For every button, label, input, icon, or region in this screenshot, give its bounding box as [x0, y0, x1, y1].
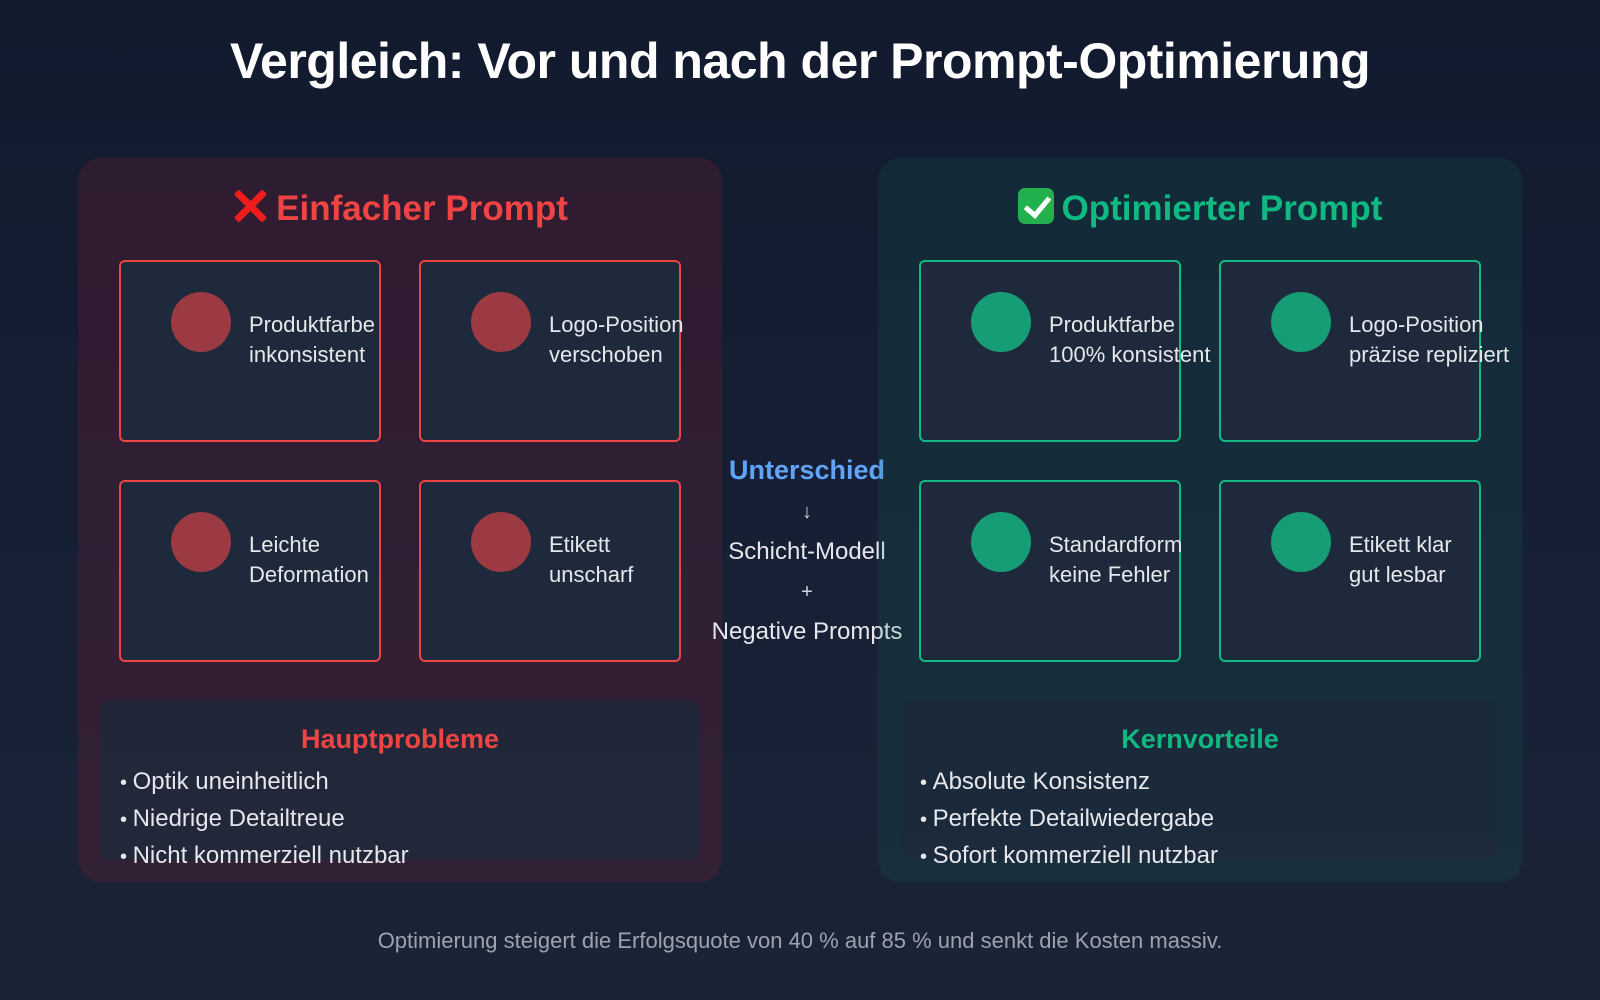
issue-card: Leichte Deformation: [119, 480, 381, 662]
footer-note: Optimierung steigert die Erfolgsquote vo…: [377, 928, 1223, 953]
optimized-prompt-title: Optimierter Prompt: [1061, 189, 1383, 228]
benefits-summary: Kernvorteile Absolute Konsistenz Perfekt…: [900, 700, 1500, 869]
card-detail: keine Fehler: [1049, 562, 1171, 587]
difference-connector: Unterschied ↓ Schicht-Modell + Negative …: [700, 448, 914, 652]
summary-title: Hauptprobleme: [300, 724, 500, 754]
difference-line-2: Negative Prompts: [711, 618, 903, 645]
simple-prompt-title: Einfacher Prompt: [276, 189, 568, 228]
status-dot: [171, 512, 231, 572]
card-label: Logo-Position: [549, 312, 684, 337]
status-dot: [1271, 292, 1331, 352]
page-title: Vergleich: Vor und nach der Prompt-Optim…: [229, 33, 1371, 89]
card-detail: unscharf: [549, 562, 634, 587]
card-label: Produktfarbe: [249, 312, 375, 337]
summary-title: Kernvorteile: [1121, 724, 1279, 754]
card-label: Logo-Position: [1349, 312, 1484, 337]
simple-prompt-heading: Einfacher Prompt: [78, 188, 722, 229]
status-dot: [171, 292, 231, 352]
issue-card: Etikett unscharf: [419, 480, 681, 662]
cross-mark-icon: [232, 188, 268, 224]
status-dot: [471, 292, 531, 352]
status-dot: [971, 512, 1031, 572]
optimized-prompt-heading: Optimierter Prompt: [878, 188, 1522, 229]
optimized-prompt-panel: Optimierter Prompt Produktfarbe 100% kons…: [878, 158, 1522, 882]
status-dot: [971, 292, 1031, 352]
benefit-card: Etikett klar gut lesbar: [1219, 480, 1481, 662]
summary-list: Optik uneinheitlich Niedrige Detailtreue…: [120, 764, 409, 875]
card-detail: Deformation: [249, 562, 369, 587]
list-item: Perfekte Detailwiedergabe: [920, 801, 1218, 838]
benefit-card: Logo-Position präzise repliziert: [1219, 260, 1509, 442]
list-item: Nicht kommerziell nutzbar: [120, 838, 409, 875]
card-label: Produktfarbe: [1049, 312, 1175, 337]
card-detail: verschoben: [549, 342, 663, 367]
benefit-card: Standardform keine Fehler: [919, 480, 1182, 662]
list-item: Niedrige Detailtreue: [120, 801, 409, 838]
simple-prompt-panel: Einfacher Prompt Produktfarbe inkonsisten…: [78, 158, 722, 882]
summary-list: Absolute Konsistenz Perfekte Detailwiede…: [920, 764, 1218, 875]
card-label: Leichte: [249, 532, 320, 557]
difference-heading: Unterschied: [728, 455, 886, 485]
card-label: Standardform: [1049, 532, 1183, 557]
status-dot: [471, 512, 531, 572]
issue-card: Logo-Position verschoben: [419, 260, 684, 442]
card-detail: inkonsistent: [249, 342, 366, 367]
issue-card: Produktfarbe inkonsistent: [119, 260, 381, 442]
benefit-card: Produktfarbe 100% konsistent: [919, 260, 1210, 442]
list-item: Sofort kommerziell nutzbar: [920, 838, 1218, 875]
card-label: Etikett klar: [1349, 532, 1452, 557]
difference-line-1: Schicht-Modell: [728, 538, 886, 565]
status-dot: [1271, 512, 1331, 572]
card-label: Etikett: [549, 532, 611, 557]
list-item: Optik uneinheitlich: [120, 764, 409, 801]
card-detail: gut lesbar: [1349, 562, 1446, 587]
list-item: Absolute Konsistenz: [920, 764, 1218, 801]
card-detail: 100% konsistent: [1049, 342, 1211, 367]
plus-icon: +: [801, 581, 813, 603]
card-detail: präzise repliziert: [1349, 342, 1510, 367]
arrow-down-icon: ↓: [802, 501, 812, 523]
problems-summary: Hauptprobleme Optik uneinheitlich Niedri…: [100, 700, 700, 869]
check-mark-icon: [1017, 188, 1054, 224]
